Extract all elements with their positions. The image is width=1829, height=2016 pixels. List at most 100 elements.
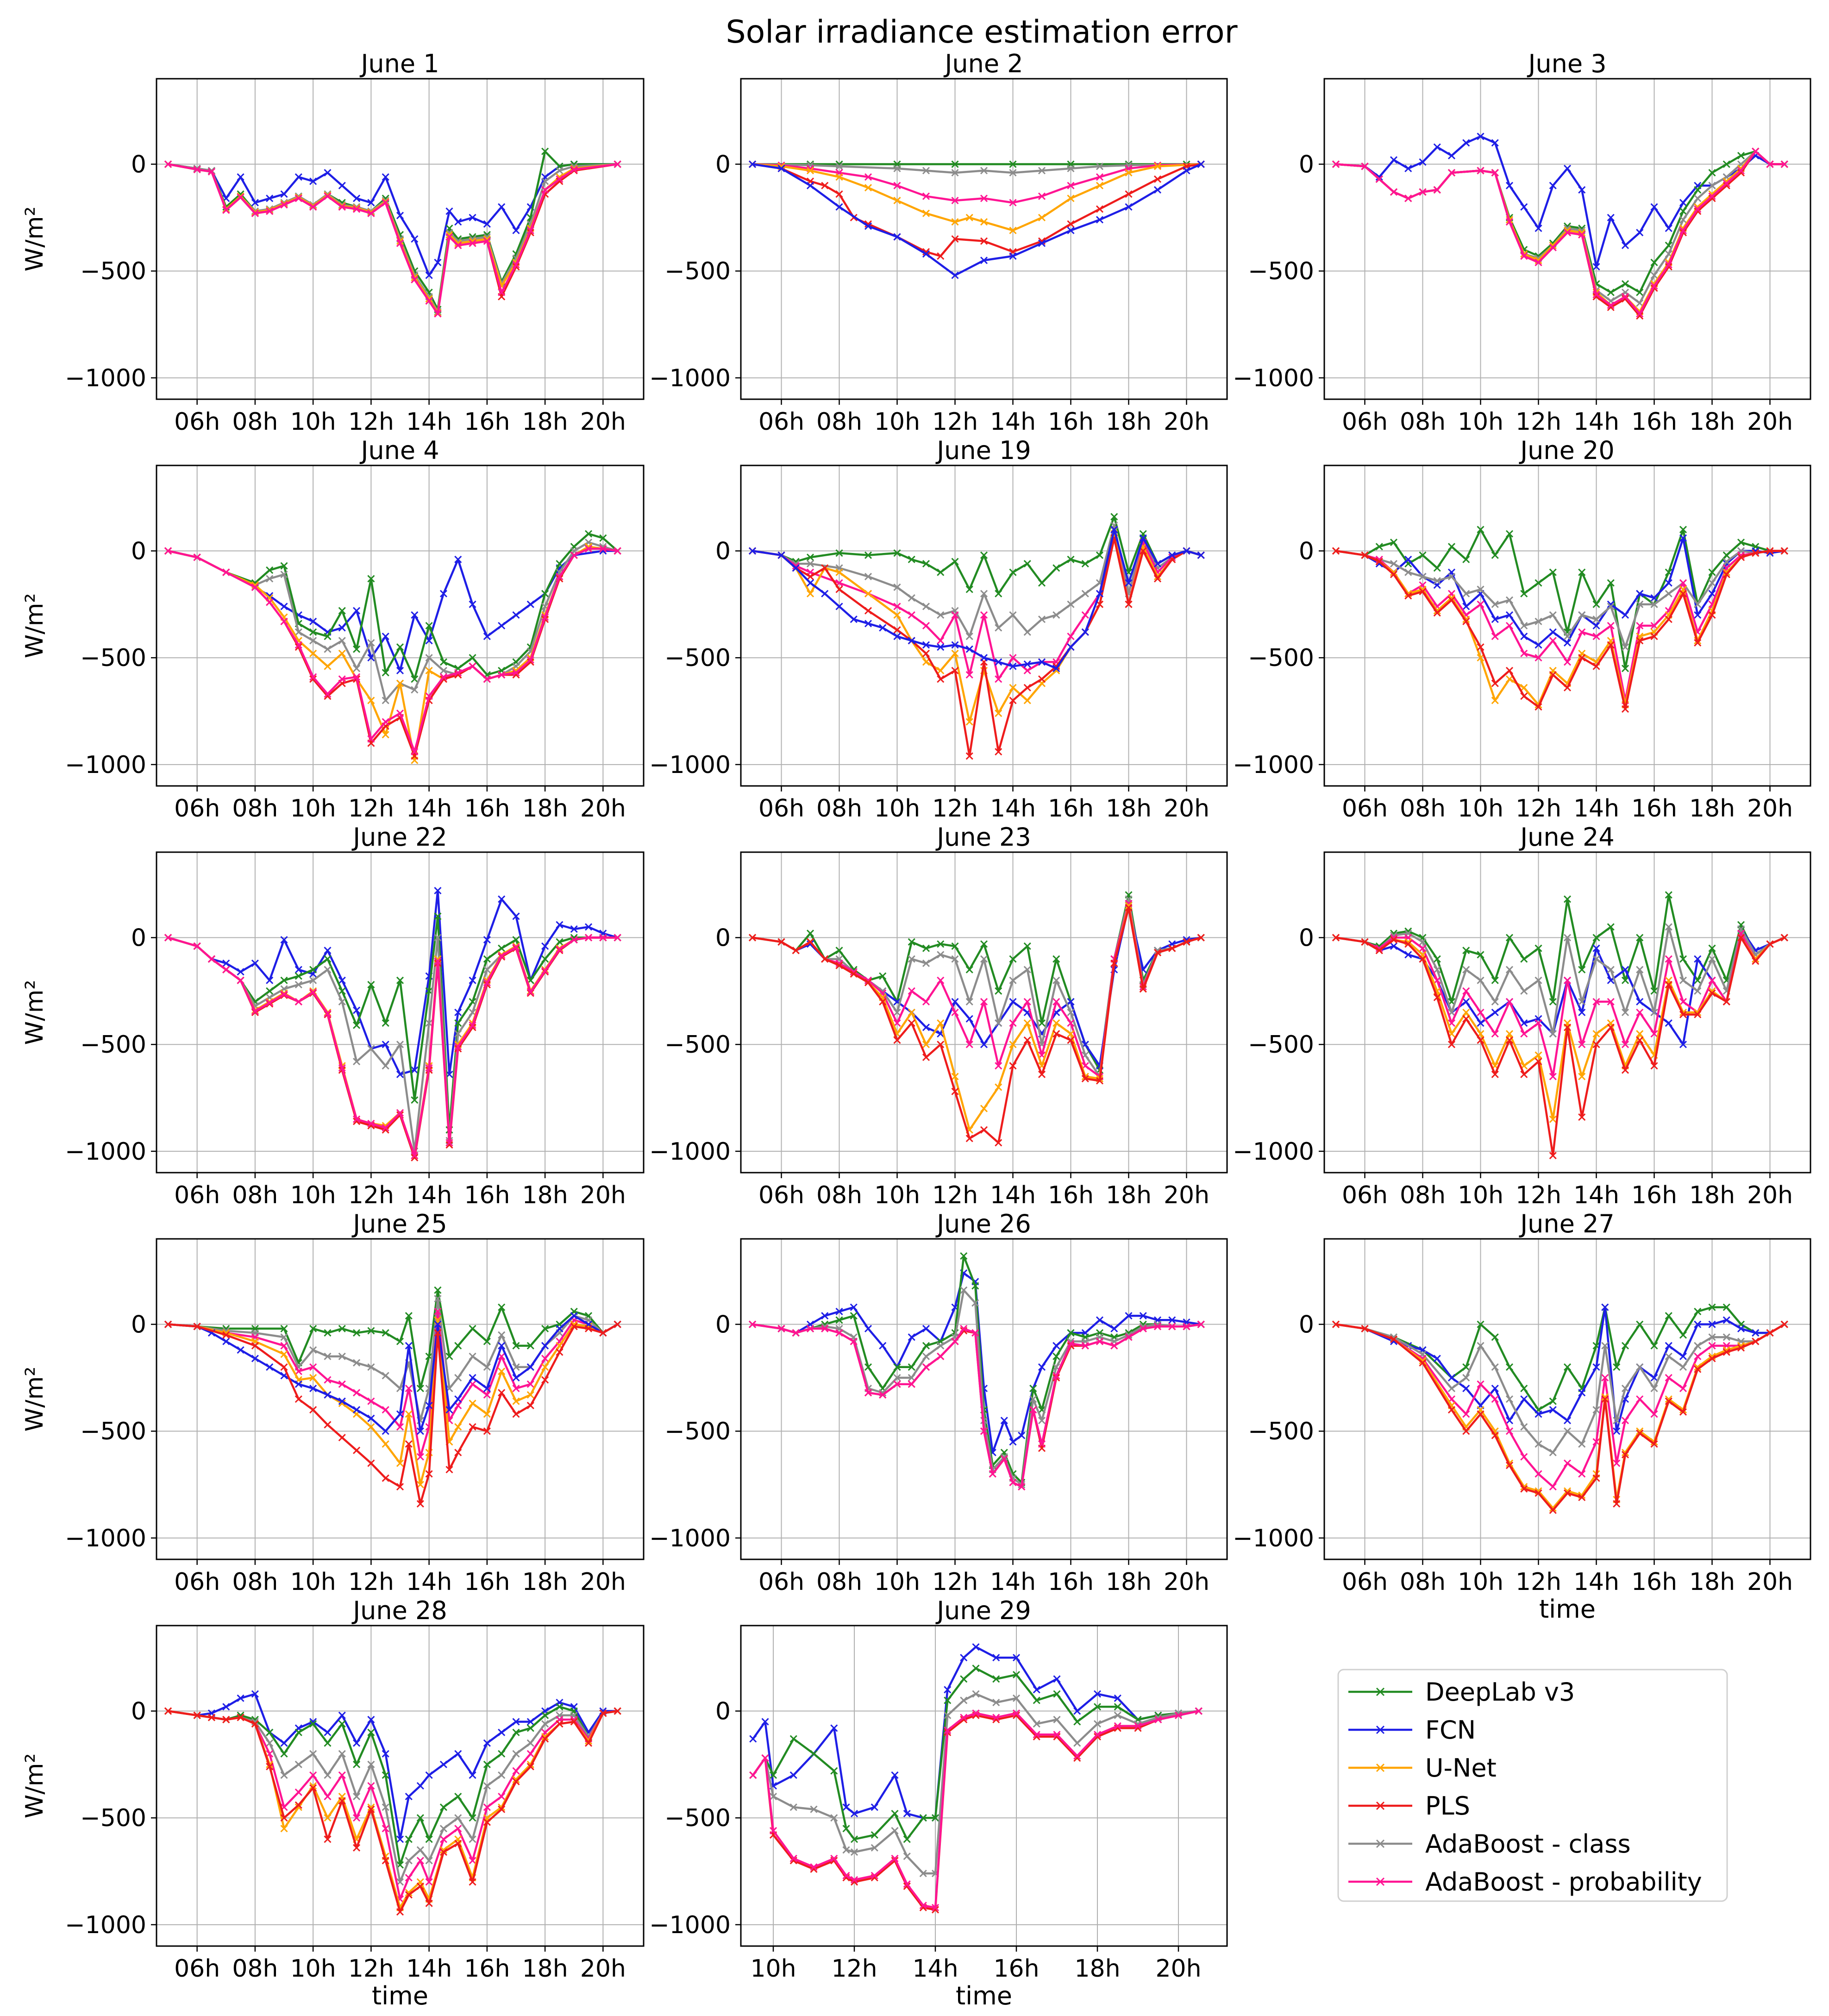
data-point-marker xyxy=(251,1342,259,1350)
data-point-marker xyxy=(1621,665,1629,672)
data-point-marker xyxy=(324,1391,332,1399)
data-point-marker xyxy=(338,1433,346,1442)
data-point-marker xyxy=(469,214,476,221)
data-point-marker xyxy=(769,1771,777,1779)
data-point-marker xyxy=(1665,261,1672,269)
series-pls xyxy=(748,904,1205,1147)
series-layer xyxy=(164,1690,621,1916)
data-point-marker xyxy=(1613,1459,1621,1467)
x-tick-label: 12h xyxy=(1516,795,1561,823)
y-tick-label: −1000 xyxy=(649,1525,731,1552)
series-line xyxy=(752,1323,1202,1488)
data-point-marker xyxy=(893,182,901,189)
data-point-marker xyxy=(842,1803,850,1811)
data-point-marker xyxy=(1636,1030,1644,1038)
data-point-marker xyxy=(193,553,201,561)
data-point-marker xyxy=(1114,1722,1121,1730)
data-point-marker xyxy=(1110,526,1118,534)
data-point-marker xyxy=(1081,1074,1089,1083)
data-point-marker xyxy=(922,1342,930,1350)
data-point-marker xyxy=(922,248,930,256)
data-point-marker xyxy=(1578,611,1586,619)
x-tick-label: 06h xyxy=(174,1955,220,1983)
data-point-marker xyxy=(1052,998,1060,1005)
x-tick-label: 10h xyxy=(1458,1181,1503,1209)
data-point-marker xyxy=(294,641,302,649)
data-point-marker xyxy=(416,1500,424,1508)
data-point-marker xyxy=(835,190,843,198)
data-point-marker xyxy=(810,1750,818,1758)
data-point-marker xyxy=(1067,1036,1075,1044)
data-point-marker xyxy=(454,1030,462,1038)
data-point-marker xyxy=(483,675,491,683)
data-point-marker xyxy=(1491,1070,1499,1078)
data-point-marker xyxy=(1694,195,1702,202)
data-point-marker xyxy=(842,1825,850,1833)
data-point-marker xyxy=(1332,547,1340,555)
data-point-marker xyxy=(1023,942,1031,950)
data-point-marker xyxy=(498,1303,506,1311)
data-point-marker xyxy=(338,1397,346,1405)
legend-label: PLS xyxy=(1425,1791,1470,1821)
data-point-marker xyxy=(411,675,419,683)
data-point-marker xyxy=(1578,1470,1586,1478)
data-point-marker xyxy=(1563,1417,1572,1425)
data-point-marker xyxy=(1114,1694,1121,1702)
data-point-marker xyxy=(1419,588,1427,596)
data-point-marker xyxy=(454,1374,462,1382)
data-point-marker xyxy=(237,173,244,181)
data-point-marker xyxy=(1023,666,1031,674)
data-point-marker xyxy=(1636,312,1644,320)
data-point-marker xyxy=(1694,600,1702,608)
data-point-marker xyxy=(416,1427,424,1435)
data-point-marker xyxy=(599,934,607,942)
series-line xyxy=(168,163,618,276)
data-point-marker xyxy=(1375,175,1383,183)
data-point-marker xyxy=(1067,195,1075,202)
data-point-marker xyxy=(1694,639,1702,647)
x-tick-label: 20h xyxy=(580,1568,626,1596)
data-point-marker xyxy=(1012,1694,1021,1702)
plot-area xyxy=(741,465,1227,786)
data-point-marker xyxy=(951,942,959,950)
data-point-marker xyxy=(864,184,872,192)
x-tick-label: 14h xyxy=(1573,1568,1619,1596)
y-tick-label: −1000 xyxy=(1233,751,1314,779)
x-tick-label: 18h xyxy=(1689,1568,1735,1596)
data-point-marker xyxy=(1607,579,1615,587)
data-point-marker xyxy=(1093,1690,1102,1698)
data-point-marker xyxy=(280,201,288,209)
y-tick-label: 0 xyxy=(131,151,146,179)
data-point-marker xyxy=(1592,998,1600,1005)
data-point-marker xyxy=(1621,966,1629,973)
data-point-marker xyxy=(792,947,800,955)
data-point-marker xyxy=(382,1771,389,1779)
data-point-marker xyxy=(1601,1393,1609,1401)
data-point-marker xyxy=(1592,1041,1600,1049)
data-point-marker xyxy=(614,1320,621,1328)
data-point-marker xyxy=(1491,1363,1499,1371)
data-point-marker xyxy=(338,1720,346,1728)
data-point-marker xyxy=(425,1835,433,1843)
data-point-marker xyxy=(280,1342,288,1350)
x-tick-label: 08h xyxy=(816,1568,862,1596)
data-point-marker xyxy=(1419,1359,1427,1367)
data-point-marker xyxy=(893,603,901,610)
data-point-marker xyxy=(1549,1397,1557,1405)
x-tick-label: 10h xyxy=(874,1568,920,1596)
data-point-marker xyxy=(951,1008,959,1017)
data-point-marker xyxy=(1153,163,1162,170)
data-point-marker xyxy=(908,1380,915,1388)
data-point-marker xyxy=(416,1814,424,1822)
data-point-marker xyxy=(1694,976,1702,984)
data-point-marker xyxy=(1477,1008,1484,1017)
data-point-marker xyxy=(1361,938,1369,946)
data-point-marker xyxy=(324,633,332,641)
data-point-marker xyxy=(835,585,843,593)
data-point-marker xyxy=(584,934,593,942)
data-point-marker xyxy=(1520,1384,1528,1392)
data-point-marker xyxy=(842,1846,850,1854)
data-point-marker xyxy=(748,547,757,555)
data-point-marker xyxy=(1375,543,1383,551)
